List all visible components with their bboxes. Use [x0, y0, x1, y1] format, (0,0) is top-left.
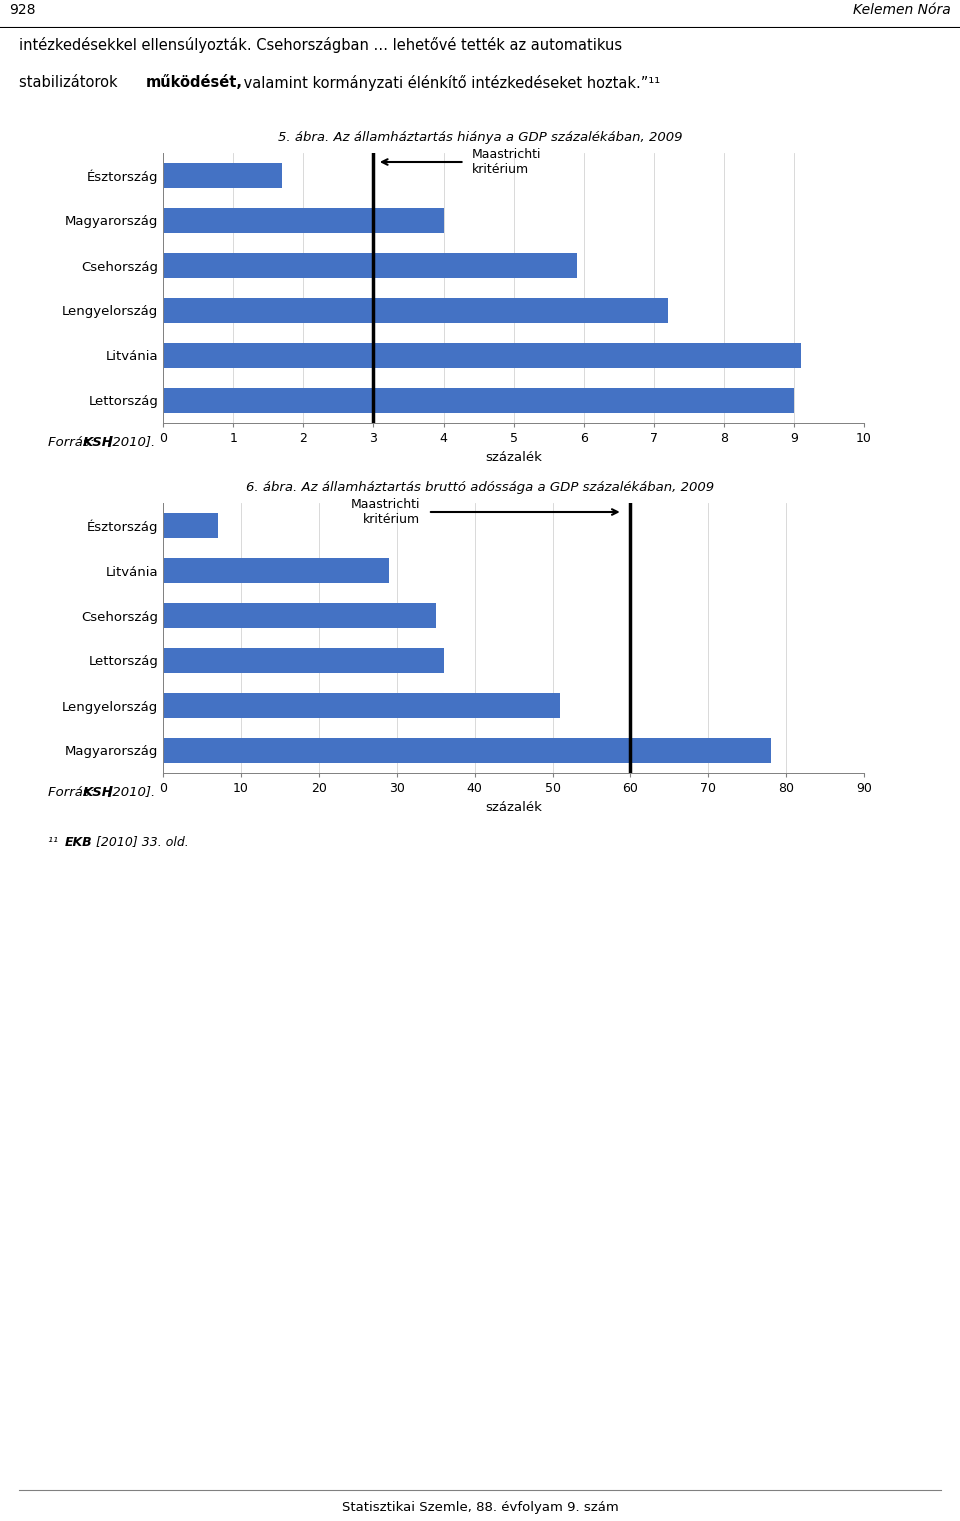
Text: valamint kormányzati élénkítő intézkedéseket hoztak.”¹¹: valamint kormányzati élénkítő intézkedés… [238, 75, 660, 91]
Bar [163, 558, 389, 583]
Text: Forrás:: Forrás: [48, 785, 99, 799]
Text: Maastrichti
kritérium: Maastrichti kritérium [471, 148, 541, 176]
Text: 6. ábra. Az államháztartás bruttó adóssága a GDP százalékában, 2009: 6. ábra. Az államháztartás bruttó adóssá… [246, 481, 714, 493]
Text: [2010].: [2010]. [104, 785, 156, 799]
Text: stabilizátorok: stabilizátorok [19, 75, 123, 90]
Bar [163, 344, 801, 368]
Text: Statisztikai Szemle, 88. évfolyam 9. szám: Statisztikai Szemle, 88. évfolyam 9. szá… [342, 1501, 618, 1515]
Text: KSH: KSH [83, 785, 113, 799]
Bar [163, 694, 561, 718]
Text: működését,: működését, [146, 75, 243, 90]
X-axis label: százalék: százalék [485, 800, 542, 814]
Bar [163, 298, 668, 322]
Bar [163, 513, 218, 538]
Bar [163, 738, 771, 764]
Bar [163, 208, 444, 233]
Text: KSH: KSH [83, 435, 113, 449]
Text: EKB: EKB [64, 835, 92, 849]
Bar [163, 604, 436, 628]
Text: [2010].: [2010]. [104, 435, 156, 449]
Text: [2010] 33. old.: [2010] 33. old. [92, 835, 188, 849]
Bar [163, 388, 794, 412]
X-axis label: százalék: százalék [485, 450, 542, 464]
Text: Kelemen Nóra: Kelemen Nóra [852, 3, 950, 17]
Bar [163, 163, 282, 189]
Text: ¹¹: ¹¹ [48, 835, 62, 849]
Text: Forrás:: Forrás: [48, 435, 99, 449]
Text: Maastrichti
kritérium: Maastrichti kritérium [350, 497, 420, 526]
Bar [163, 252, 577, 278]
Text: intézkedésekkel ellensúlyozták. Csehországban … lehetővé tették az automatikus: intézkedésekkel ellensúlyozták. Csehorsz… [19, 37, 622, 53]
Text: 928: 928 [10, 3, 36, 17]
Bar [163, 648, 444, 672]
Text: 5. ábra. Az államháztartás hiánya a GDP százalékában, 2009: 5. ábra. Az államháztartás hiánya a GDP … [277, 131, 683, 143]
